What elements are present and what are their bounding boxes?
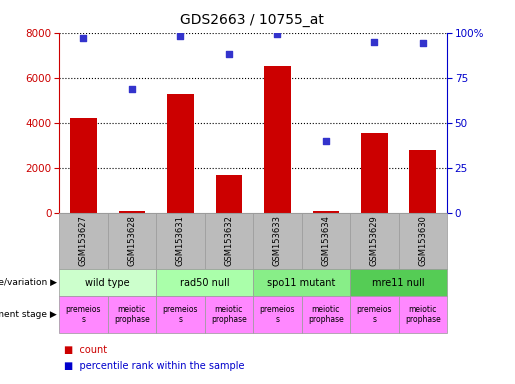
Point — [176, 33, 184, 39]
Bar — [264, 66, 290, 213]
Point — [273, 31, 282, 38]
Text: premeios
s: premeios s — [356, 305, 392, 324]
Text: GSM153628: GSM153628 — [127, 215, 136, 266]
Text: mre11 null: mre11 null — [372, 278, 425, 288]
Text: ■  count: ■ count — [64, 345, 108, 355]
Point — [225, 51, 233, 57]
Point — [419, 40, 427, 46]
Text: premeios
s: premeios s — [163, 305, 198, 324]
Bar — [118, 211, 145, 213]
Text: GSM153632: GSM153632 — [225, 215, 233, 266]
Text: GSM153631: GSM153631 — [176, 215, 185, 266]
Text: meiotic
prophase: meiotic prophase — [211, 305, 247, 324]
Point — [128, 86, 136, 92]
Text: GDS2663 / 10755_at: GDS2663 / 10755_at — [180, 13, 324, 27]
Text: meiotic
prophase: meiotic prophase — [405, 305, 441, 324]
Text: meiotic
prophase: meiotic prophase — [308, 305, 344, 324]
Text: spo11 mutant: spo11 mutant — [267, 278, 336, 288]
Bar — [167, 94, 194, 213]
Text: rad50 null: rad50 null — [180, 278, 230, 288]
Text: wild type: wild type — [85, 278, 130, 288]
Bar — [70, 118, 97, 213]
Text: GSM153629: GSM153629 — [370, 215, 379, 266]
Text: GSM153634: GSM153634 — [321, 215, 330, 266]
Bar — [409, 150, 436, 213]
Point — [79, 35, 88, 41]
Text: development stage ▶: development stage ▶ — [0, 310, 57, 319]
Text: GSM153630: GSM153630 — [418, 215, 427, 266]
Bar — [361, 133, 388, 213]
Text: genotype/variation ▶: genotype/variation ▶ — [0, 278, 57, 287]
Text: premeios
s: premeios s — [260, 305, 295, 324]
Text: ■  percentile rank within the sample: ■ percentile rank within the sample — [64, 361, 245, 371]
Text: GSM153633: GSM153633 — [273, 215, 282, 266]
Text: meiotic
prophase: meiotic prophase — [114, 305, 150, 324]
Text: premeios
s: premeios s — [66, 305, 101, 324]
Bar — [216, 175, 242, 213]
Point — [370, 39, 379, 45]
Bar — [313, 211, 339, 213]
Text: GSM153627: GSM153627 — [79, 215, 88, 266]
Point — [322, 138, 330, 144]
